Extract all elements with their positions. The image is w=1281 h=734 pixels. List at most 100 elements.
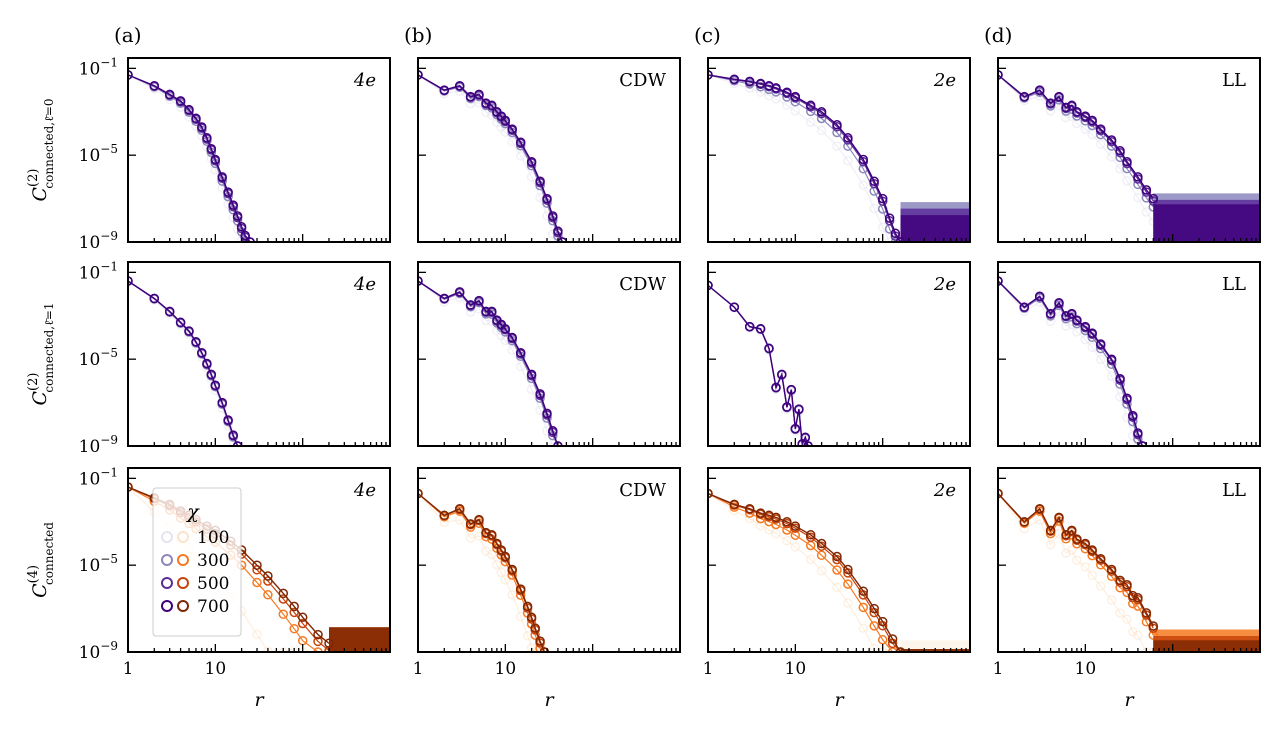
data-point-700 [1115,575,1125,586]
data-point-300 [289,623,299,634]
data-point-100 [1106,595,1117,605]
data-point-100 [548,441,558,446]
data-point-100 [1141,207,1152,217]
y-tick-exp: −5 [100,346,118,360]
panel-tag: LL [1222,274,1246,295]
panel-2-3: LL [997,467,1261,653]
data-point-700 [232,441,243,446]
series-line-700 [998,280,1144,446]
data-point-700 [755,324,766,334]
data-point-700 [553,226,563,236]
data-point-100 [465,533,476,543]
data-point-700 [184,326,194,336]
x-axis-label: r [254,689,265,711]
data-point-300 [313,647,323,652]
data-point-700 [1034,503,1045,514]
data-point-700 [1133,592,1143,603]
data-point-700 [708,70,713,80]
data-point-100 [816,125,827,136]
data-point-700 [790,91,801,102]
y-label-main: C [29,187,51,202]
panel-0-3: LL [997,57,1261,243]
data-point-100 [771,528,781,539]
data-point-700 [128,70,133,80]
legend-marker-orange [177,577,189,589]
data-point-700 [800,432,811,443]
panel-tag: 2e [933,480,956,501]
data-point-300 [263,590,273,600]
x-tick-label: 1 [993,659,1004,679]
data-point-700 [1034,291,1045,301]
data-point-700 [755,508,766,518]
series-floor-700 [1153,640,1260,652]
series-line-500 [128,74,251,242]
data-point-100 [805,117,816,127]
panel-tag: 4e [353,274,376,295]
data-point-700 [526,612,537,623]
y-label-sup: (2) [26,169,41,187]
series-line-500 [418,280,559,446]
panel-frame [997,57,1261,243]
data-point-700 [771,382,781,393]
legend-marker-orange [177,554,189,566]
data-point-700 [869,176,879,186]
panel-2-2: 2e [707,467,971,653]
legend-box [152,487,242,637]
data-point-700 [843,564,853,575]
y-tick-base: 10 [79,263,101,283]
data-point-700 [884,213,895,223]
data-point-700 [729,74,740,84]
data-point-700 [858,586,869,596]
y-tick-label: 10−5 [79,552,118,576]
data-point-700 [877,616,888,627]
data-point-700 [1106,135,1117,145]
y-tick-label: 10−5 [79,142,118,166]
data-point-700 [771,83,781,93]
data-point-700 [832,120,842,130]
data-point-100 [1072,555,1082,566]
data-point-700 [708,488,713,499]
panel-frame [417,467,681,653]
data-point-700 [548,211,558,221]
data-point-700 [191,337,201,347]
data-point-700 [1034,85,1045,95]
x-tick-label: 1 [703,659,714,679]
data-point-700 [297,612,308,623]
data-point-700 [1061,102,1071,113]
data-point-300 [790,530,801,540]
panel-tag: CDW [619,480,666,501]
data-point-100 [843,598,853,608]
panel-tag: CDW [619,70,666,91]
data-point-500 [297,618,308,629]
data-point-700 [1148,193,1159,204]
data-point-700 [223,187,233,197]
data-point-100 [1115,164,1125,174]
data-point-700 [782,87,792,97]
data-point-700 [500,551,511,562]
legend: χ 100 300 500 700 [152,487,242,637]
y-label-sup: (2) [26,373,41,391]
legend-marker-orange [177,531,189,543]
data-point-700 [1122,156,1132,167]
column-label: (b) [404,23,432,47]
data-point-700 [236,222,247,232]
panel-plot [128,276,243,446]
data-point-700 [1080,538,1091,549]
data-point-700 [175,317,186,328]
y-tick-label: 10−1 [79,55,118,79]
panel-plot [708,280,813,446]
data-point-700 [1148,621,1159,631]
y-tick-label: 10−9 [79,639,118,663]
data-point-700 [832,551,842,562]
data-point-300 [858,602,869,613]
panel-frame [707,261,971,447]
data-point-100 [1095,139,1106,150]
data-point-700 [507,564,517,575]
data-point-700 [1133,172,1143,182]
data-point-700 [164,306,175,317]
panel-plot [998,488,1260,652]
y-tick-base: 10 [79,59,101,79]
panel-plot [708,488,970,652]
series-line-500 [998,493,1154,629]
data-point-700 [1019,91,1030,102]
